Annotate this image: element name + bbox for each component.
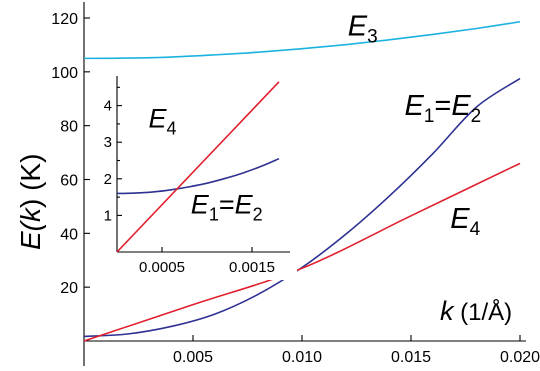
curve-label-E4: E4 (450, 203, 480, 240)
inset-y-tick-label: 4 (104, 98, 112, 115)
x-tick-label: 0.005 (173, 349, 213, 366)
inset-background (92, 70, 297, 280)
curve-label-E3: E3 (348, 10, 378, 47)
curve-label-E12: E1=E2 (404, 90, 481, 127)
x-tick-label: 0.010 (282, 349, 322, 366)
y-tick-label: 100 (51, 65, 78, 82)
inset-y-tick-label: 2 (104, 171, 112, 188)
x-tick-label: 0.020 (500, 349, 540, 366)
y-tick-label: 20 (60, 280, 78, 297)
inset-x-tick-label: 0.0005 (139, 259, 185, 276)
inset-curve-label-E4: E4 (149, 104, 177, 139)
inset-x-tick-label: 0.0015 (229, 259, 275, 276)
y-tick-label: 120 (51, 11, 78, 28)
x-tick-label: 0.015 (391, 349, 431, 366)
inset-plot: 1 2 3 4 0.0005 0.0015 E4 E1=E2 (92, 70, 297, 280)
y-tick-label: 80 (60, 119, 78, 136)
y-tick-label: 40 (60, 226, 78, 243)
main-series-E4 (83, 162, 521, 342)
inset-y-tick-label: 1 (104, 207, 112, 224)
main-series-E3 (83, 20, 521, 60)
inset-curve-label-E12: E1=E2 (191, 190, 263, 225)
inset-y-tick-label: 3 (104, 134, 112, 151)
main-plot: 20 40 60 80 100 120 0.005 0.010 0.015 0.020 E(k) (… (15, 2, 540, 366)
y-tick-label: 60 (60, 173, 78, 190)
y-axis-label: E(k) (K) (15, 154, 46, 250)
inset-series-E1E2 (116, 157, 280, 195)
inset-series-E4 (116, 81, 280, 253)
x-axis-label: k (1/Å) (440, 296, 512, 326)
